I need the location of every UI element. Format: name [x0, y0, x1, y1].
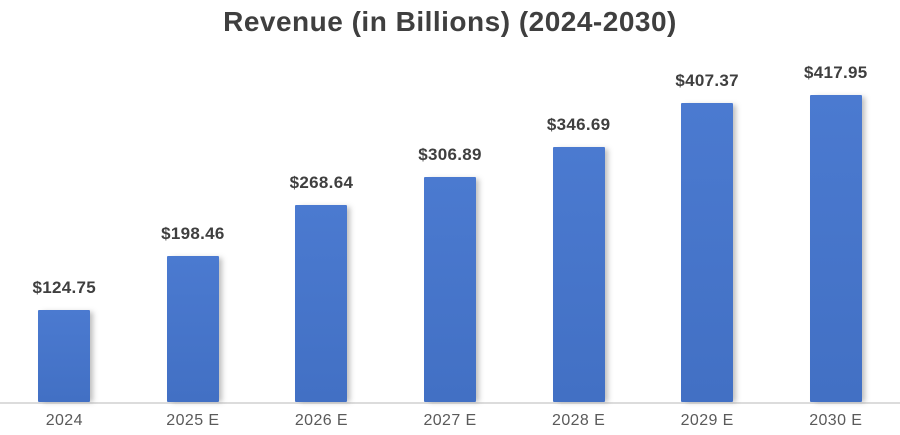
- plot-area: $124.75 $198.46 $268.64 $306.89 $346.69 $407.…: [0, 63, 900, 404]
- bar-column: $124.75: [0, 278, 129, 402]
- bar: [166, 256, 219, 402]
- x-axis-label: 2027 E: [423, 411, 477, 429]
- bar: [295, 205, 348, 402]
- x-axis-label: 2025 E: [166, 411, 220, 429]
- x-axis-label: 2029 E: [680, 411, 734, 429]
- bar: [552, 147, 605, 402]
- bar-column: $268.64: [257, 173, 386, 402]
- x-axis-label: 2024: [45, 411, 83, 429]
- bar: [38, 310, 91, 402]
- data-label: $417.95: [803, 63, 868, 82]
- bar: [424, 177, 477, 402]
- data-label: $124.75: [32, 278, 97, 297]
- data-label: $346.69: [546, 115, 611, 134]
- data-label: $268.64: [289, 173, 354, 192]
- data-label: $198.46: [161, 224, 225, 243]
- x-axis-label: 2028 E: [552, 411, 606, 429]
- data-label: $306.89: [418, 145, 482, 164]
- bar-column: $306.89: [386, 145, 515, 402]
- chart-title: Revenue (in Billions) (2024-2030): [223, 6, 677, 37]
- bar: [681, 103, 734, 402]
- bar: [809, 95, 862, 402]
- x-axis-label: 2030 E: [809, 411, 863, 429]
- bar-column: $417.95: [771, 63, 900, 402]
- x-axis-label: 2026 E: [294, 411, 348, 429]
- bar-column: $198.46: [129, 224, 258, 402]
- x-axis: 2024 2025 E 2026 E 2027 E 2028 E 2029 E 2030 E: [0, 406, 900, 435]
- bar-column: $346.69: [514, 115, 643, 402]
- bar-column: $407.37: [643, 71, 772, 402]
- data-label: $407.37: [675, 71, 739, 90]
